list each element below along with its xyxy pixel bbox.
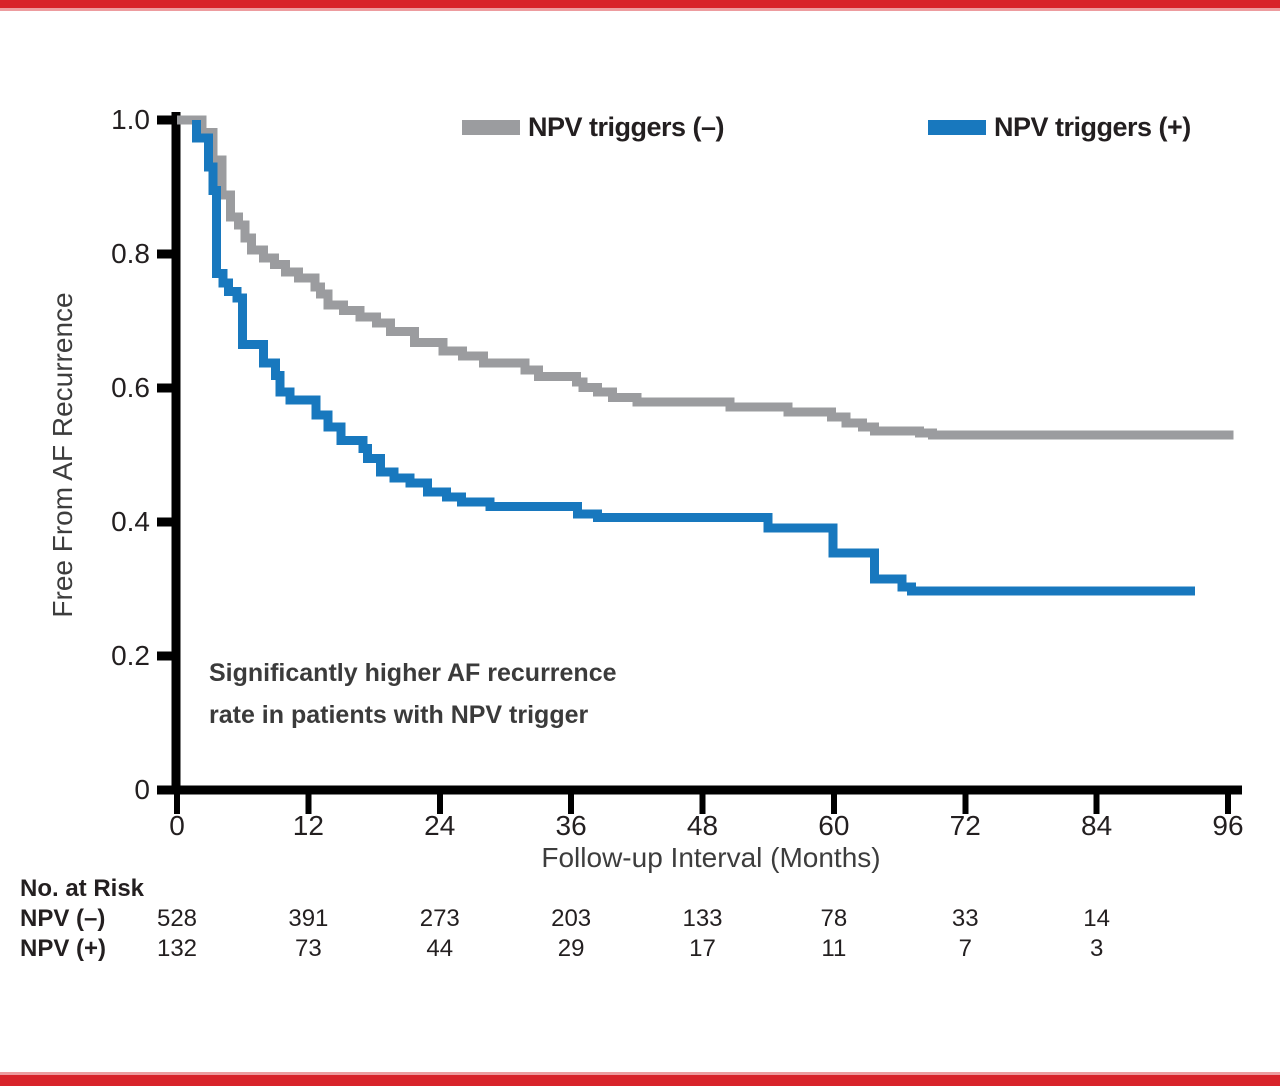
- risk-value: 44: [426, 935, 454, 962]
- km-curve-npv-negative: [177, 115, 1234, 440]
- y-tick-label: 0.2: [111, 640, 150, 671]
- risk-value: 29: [557, 935, 585, 962]
- y-tick-mark: [157, 115, 176, 125]
- x-axis-line: [168, 785, 1242, 795]
- risk-row-label-npv-negative: NPV (–): [20, 905, 106, 932]
- y-tick-label: 0.6: [111, 372, 150, 403]
- risk-value: 133: [682, 905, 723, 932]
- x-tick-mark: [962, 794, 969, 814]
- annotation-line-1: Significantly higher AF recurrence: [209, 659, 617, 687]
- risk-value: 73: [295, 935, 322, 962]
- top-red-bar: [0, 0, 1280, 8]
- x-tick-mark: [1225, 794, 1231, 814]
- risk-value: 528: [156, 905, 198, 932]
- x-tick-mark: [436, 794, 443, 814]
- y-tick-mark: [157, 651, 176, 661]
- risk-value: 14: [1083, 905, 1110, 932]
- risk-value: 33: [951, 905, 979, 932]
- x-tick-label: 48: [686, 810, 719, 841]
- y-axis-title: Free From AF Recurrence: [47, 292, 78, 618]
- risk-value: 132: [156, 935, 198, 962]
- x-tick-mark: [830, 794, 837, 814]
- x-axis-title: Follow-up Interval (Months): [541, 842, 881, 873]
- x-tick-label: 12: [292, 810, 324, 841]
- risk-value: 273: [419, 905, 460, 932]
- annotation-line-2: rate in patients with NPV trigger: [209, 701, 589, 729]
- risk-value: 17: [689, 935, 716, 962]
- x-tick-mark: [174, 794, 180, 814]
- y-tick-mark: [157, 249, 176, 259]
- risk-table-title: No. at Risk: [20, 875, 145, 902]
- annotation: Significantly higher AF recurrence rate …: [209, 652, 617, 736]
- y-tick-mark: [157, 383, 176, 393]
- legend-swatch-npv-negative-icon: [462, 119, 520, 135]
- x-tick-mark: [568, 794, 575, 814]
- km-curve-npv-positive: [192, 120, 1196, 596]
- y-tick-label: 0: [134, 774, 150, 805]
- risk-value: 7: [958, 935, 972, 962]
- top-red-bar-fade: [0, 8, 1280, 11]
- x-tick-label: 84: [1081, 810, 1113, 841]
- risk-value: 11: [821, 935, 847, 962]
- x-tick-label: 24: [424, 810, 456, 841]
- bottom-red-bar-fade: [0, 1072, 1280, 1075]
- risk-value: 78: [820, 905, 848, 932]
- bottom-red-bar: [0, 1075, 1280, 1086]
- x-tick-label: 36: [555, 810, 587, 841]
- y-tick-label: 0.4: [111, 506, 150, 537]
- y-axis-line: [171, 112, 181, 795]
- risk-value: 203: [551, 905, 592, 932]
- x-tick-label: 60: [818, 810, 850, 841]
- legend-item-npv-negative: NPV triggers (–): [462, 111, 725, 142]
- risk-value: 391: [288, 905, 329, 932]
- y-tick-label: 0.8: [111, 238, 150, 269]
- x-tick-label: 96: [1212, 810, 1244, 841]
- risk-row-label-npv-positive: NPV (+): [20, 935, 107, 962]
- x-tick-mark: [305, 794, 312, 814]
- y-tick-mark: [157, 517, 176, 527]
- x-tick-mark: [699, 794, 706, 814]
- legend-label-npv-positive: NPV triggers (+): [994, 111, 1191, 142]
- legend-label-npv-negative: NPV triggers (–): [528, 111, 725, 142]
- y-tick-label: 1.0: [111, 104, 150, 135]
- legend-swatch-npv-positive-icon: [928, 119, 986, 135]
- risk-value: 3: [1089, 935, 1104, 962]
- x-tick-label: 0: [169, 810, 185, 841]
- legend-item-npv-positive: NPV triggers (+): [928, 112, 1191, 142]
- x-tick-mark: [1093, 794, 1100, 814]
- x-tick-label: 72: [949, 810, 981, 841]
- y-tick-mark: [157, 785, 176, 795]
